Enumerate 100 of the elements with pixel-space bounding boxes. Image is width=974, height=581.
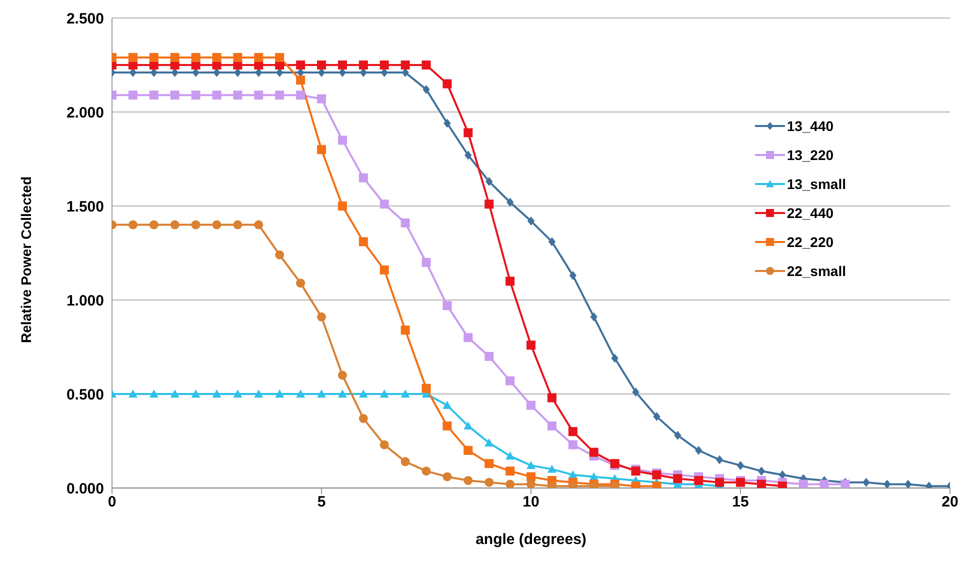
point xyxy=(275,90,284,100)
point xyxy=(611,354,618,363)
point xyxy=(380,440,389,450)
point xyxy=(444,118,451,128)
point xyxy=(547,393,556,402)
point xyxy=(526,340,536,350)
point xyxy=(338,60,347,70)
point xyxy=(338,136,347,145)
point xyxy=(442,79,452,88)
point xyxy=(548,237,556,246)
point xyxy=(527,216,535,226)
point xyxy=(358,173,368,182)
point xyxy=(673,474,682,484)
point xyxy=(862,478,870,487)
legend-label: 22_440 xyxy=(786,205,834,221)
point xyxy=(400,218,410,228)
point xyxy=(275,390,284,398)
point xyxy=(296,390,306,398)
point xyxy=(380,390,389,398)
point xyxy=(191,390,200,398)
point xyxy=(464,421,473,430)
point xyxy=(254,390,264,398)
point xyxy=(275,250,284,260)
point xyxy=(695,446,702,455)
point xyxy=(464,128,473,138)
point xyxy=(275,52,284,62)
point xyxy=(358,237,368,246)
point xyxy=(758,466,766,476)
point xyxy=(380,200,389,209)
point xyxy=(422,60,431,70)
point xyxy=(254,90,264,100)
point xyxy=(716,455,724,464)
y-tick-label: 2.000 xyxy=(66,104,104,122)
point xyxy=(296,60,306,70)
point xyxy=(464,333,473,342)
point xyxy=(547,421,556,430)
y-tick-label: 1.500 xyxy=(66,198,104,216)
y-tick-label: 2.500 xyxy=(66,10,104,28)
point xyxy=(233,220,242,230)
point xyxy=(464,446,473,455)
point xyxy=(358,390,368,398)
point xyxy=(526,460,536,470)
point xyxy=(442,421,452,430)
y-tick-label: 1.000 xyxy=(66,292,104,310)
point xyxy=(191,220,200,230)
x-axis-title: angle (degrees) xyxy=(476,531,586,548)
point xyxy=(526,472,536,482)
point xyxy=(380,265,389,274)
point xyxy=(569,271,576,280)
point xyxy=(884,480,891,488)
point xyxy=(380,60,389,70)
point xyxy=(442,400,452,409)
point xyxy=(358,60,368,70)
point xyxy=(358,414,368,423)
point xyxy=(296,278,306,288)
point xyxy=(484,438,494,446)
point xyxy=(149,220,158,230)
point xyxy=(212,390,222,398)
legend-label: 13_440 xyxy=(786,118,834,134)
point xyxy=(170,52,180,62)
legend-label: 13_small xyxy=(786,176,846,192)
point xyxy=(212,52,222,62)
point xyxy=(317,390,326,398)
point xyxy=(233,52,242,62)
point xyxy=(464,476,473,485)
legend-label: 13_220 xyxy=(786,147,834,163)
point xyxy=(506,466,515,476)
point xyxy=(191,90,200,100)
point xyxy=(338,390,347,398)
point xyxy=(400,390,410,398)
point xyxy=(756,480,766,488)
point xyxy=(422,84,430,94)
point xyxy=(254,52,264,62)
point xyxy=(128,52,138,62)
point xyxy=(233,390,242,398)
point xyxy=(484,459,494,468)
point xyxy=(170,390,180,398)
x-tick-label: 10 xyxy=(522,494,540,511)
point xyxy=(568,440,578,450)
point xyxy=(422,384,431,393)
point xyxy=(715,478,724,487)
point xyxy=(526,400,536,410)
point xyxy=(422,258,431,267)
legend-label: 22_small xyxy=(786,263,846,279)
point xyxy=(632,388,640,397)
point xyxy=(212,220,222,230)
x-tick-label: 0 xyxy=(108,494,116,511)
point xyxy=(904,480,912,488)
point xyxy=(506,198,514,207)
point xyxy=(254,220,264,230)
point xyxy=(317,312,326,322)
point xyxy=(338,370,347,380)
point xyxy=(149,90,158,100)
point xyxy=(484,352,494,361)
point xyxy=(338,202,347,210)
y-tick-label: 0.000 xyxy=(66,480,104,498)
y-axis-title: Relative Power Collected xyxy=(18,176,34,343)
point xyxy=(442,301,452,310)
point xyxy=(526,480,536,488)
point xyxy=(128,220,138,230)
